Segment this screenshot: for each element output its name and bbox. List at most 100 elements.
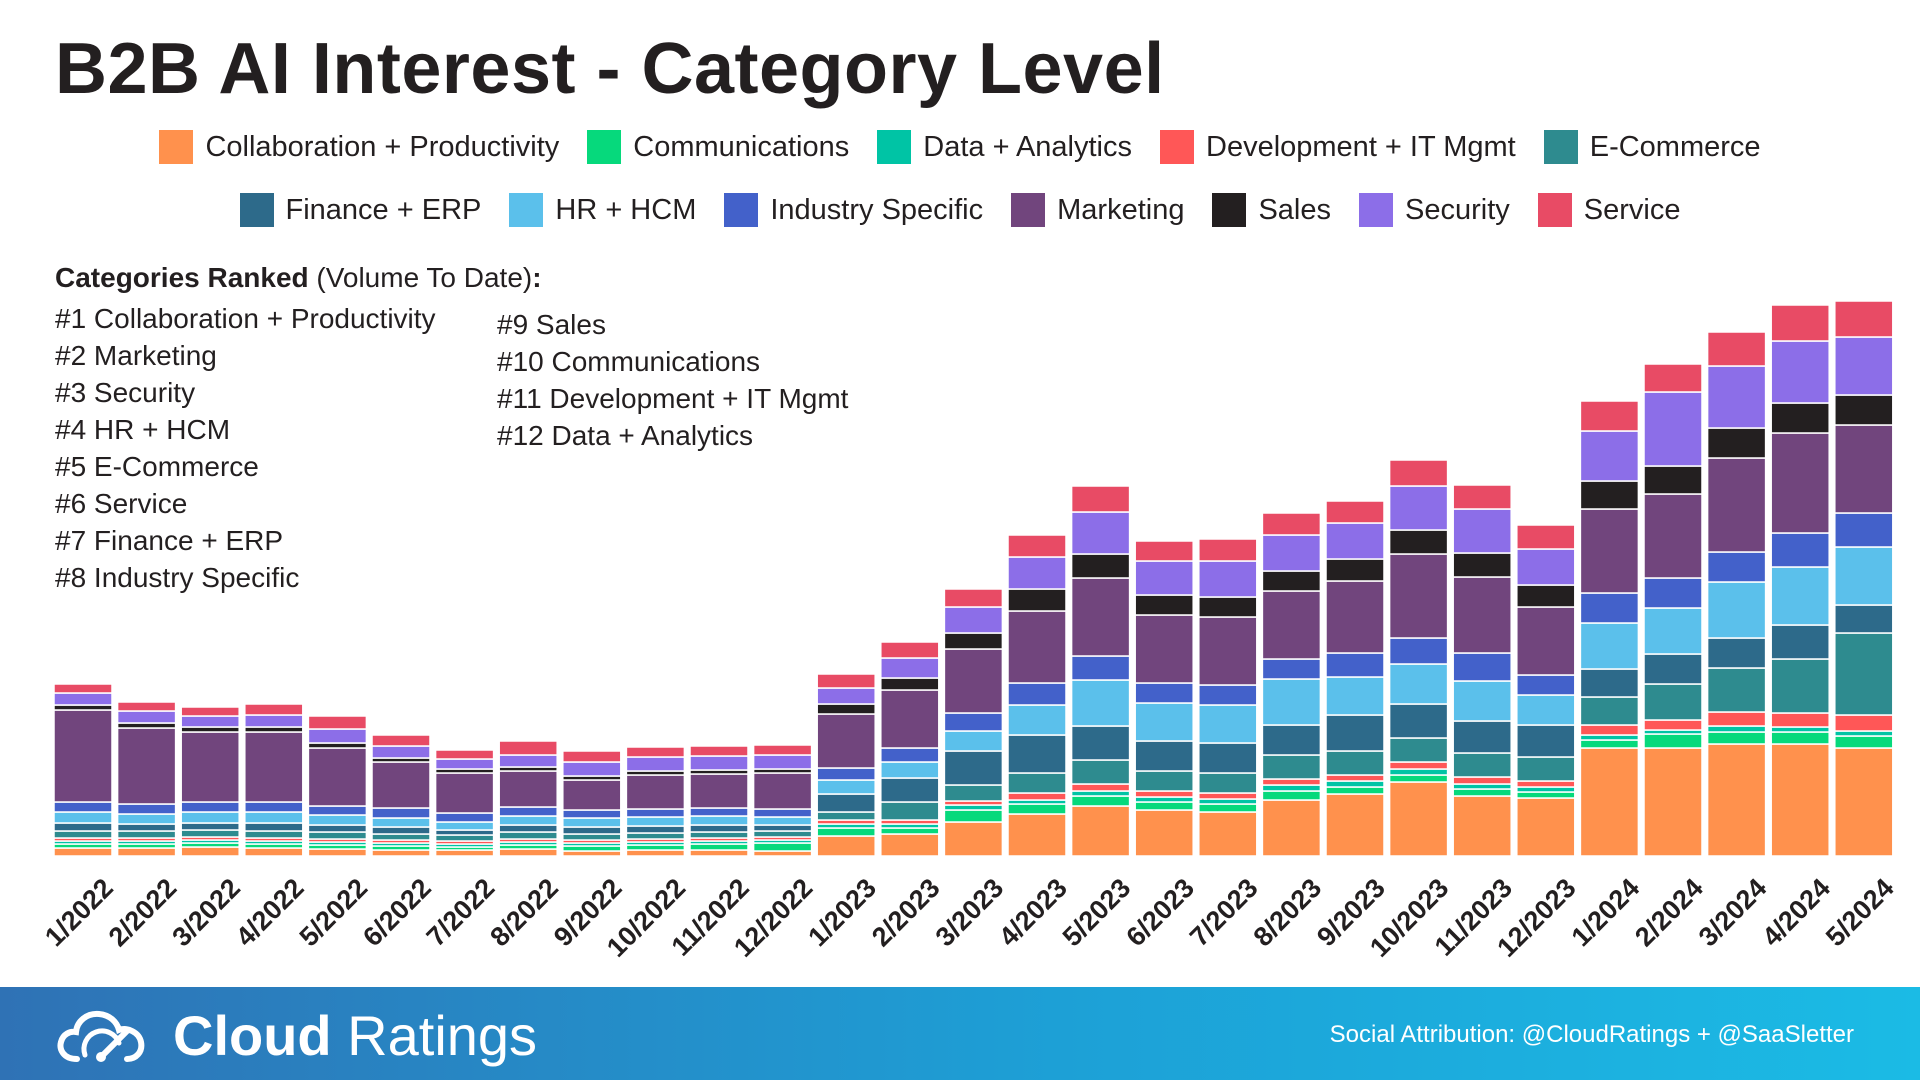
- x-tick-label: 5/2022: [294, 873, 374, 953]
- bar-segment: [434, 812, 495, 823]
- bar-segment: [1198, 538, 1258, 562]
- bar-segment: [1198, 772, 1258, 794]
- bar-segment: [1198, 704, 1258, 744]
- legend-swatch: [1160, 130, 1194, 164]
- legend-label: Sales: [1258, 193, 1331, 226]
- bar-segment: [1325, 786, 1385, 795]
- bar-segment: [244, 847, 304, 857]
- bar-segment: [434, 772, 495, 814]
- bar-segment: [1643, 465, 1703, 495]
- bar-segment: [1770, 340, 1830, 404]
- ranking-column-2: #9 Sales #10 Communications #11 Developm…: [497, 306, 848, 454]
- bar-segment: [1579, 739, 1640, 749]
- bar-segment: [752, 842, 813, 852]
- bar-segment: [1770, 731, 1830, 745]
- bar-segment: [53, 709, 113, 803]
- bar-segment: [1261, 534, 1322, 572]
- bar-segment: [689, 755, 749, 771]
- x-tick-label: 1/2022: [39, 873, 119, 953]
- bar-segment: [1134, 560, 1194, 596]
- bar-segment: [180, 731, 240, 803]
- bar-segment: [1070, 783, 1131, 792]
- bar-segment: [1134, 702, 1194, 742]
- bar-segment: [752, 772, 813, 810]
- legend-swatch: [1011, 193, 1046, 227]
- rank-item: #7 Finance + ERP: [55, 525, 284, 556]
- legend-label: HR + HCM: [555, 193, 697, 226]
- bar-segment: [943, 821, 1004, 857]
- bar-segment: [53, 847, 113, 857]
- bar-segment: [1516, 606, 1576, 676]
- legend-label: Development + IT Mgmt: [1206, 130, 1516, 163]
- legend-swatch: [239, 193, 274, 227]
- bar-segment: [1261, 724, 1322, 756]
- rank-item: #8 Industry Specific: [55, 562, 300, 593]
- bar-segment: [434, 758, 495, 770]
- bar-segment: [562, 809, 622, 819]
- bar-segment: [1706, 365, 1767, 429]
- bar-segment: [498, 740, 558, 756]
- bar-segment: [1579, 724, 1640, 736]
- bar-segment: [498, 831, 558, 840]
- bar-segment: [689, 849, 749, 857]
- bar-segment: [1452, 788, 1512, 797]
- bar-segment: [943, 730, 1004, 752]
- bar-segment: [1388, 737, 1449, 763]
- bar-segment: [625, 756, 686, 772]
- bar-segment: [1706, 637, 1767, 669]
- bar-segment: [1388, 663, 1449, 705]
- bar-segment: [307, 728, 368, 744]
- bar-segment: [116, 813, 177, 825]
- bar-segment: [943, 588, 1004, 608]
- bar-segment: [752, 744, 813, 756]
- rank-item: #10 Communications: [497, 346, 761, 377]
- bar-segment: [434, 749, 495, 760]
- bar-segment: [1070, 553, 1131, 579]
- bar-segment: [816, 811, 876, 821]
- bar-segment: [1388, 485, 1449, 531]
- bar-segment: [1834, 632, 1894, 716]
- bar-segment: [1770, 658, 1830, 714]
- footer-banner: Cloud Ratings Social Attribution: @Cloud…: [0, 987, 1920, 1080]
- bar-segment: [816, 835, 876, 857]
- legend-item: Development + IT Mgmt: [1160, 130, 1516, 164]
- bar-segment: [1388, 637, 1449, 665]
- bar-segment: [1516, 584, 1576, 608]
- x-tick-label: 6/2022: [357, 873, 437, 953]
- x-tick-label: 3/2024: [1693, 873, 1773, 953]
- legend-label: Security: [1405, 193, 1510, 226]
- bar-segment: [1706, 711, 1767, 727]
- ranking-heading: Categories Ranked (Volume To Date):: [55, 262, 542, 294]
- bar-segment: [1134, 770, 1194, 792]
- legend-item: Marketing: [1011, 193, 1184, 227]
- bar-segment: [1516, 548, 1576, 586]
- bar-segment: [1770, 304, 1830, 342]
- legend-label: Collaboration + Productivity: [205, 130, 560, 163]
- rank-item: #11 Development + IT Mgmt: [497, 383, 849, 414]
- bar-segment: [625, 774, 686, 810]
- bar-segment: [1261, 778, 1322, 786]
- legend-label: Communications: [633, 130, 850, 163]
- cloud-ratings-logo: Cloud Ratings: [55, 1003, 537, 1068]
- bar-segment: [244, 731, 304, 803]
- chart-title: B2B AI Interest - Category Level: [55, 29, 1165, 109]
- bar-segment: [116, 847, 177, 857]
- bar-segment: [1070, 485, 1131, 513]
- bar-segment: [180, 811, 240, 824]
- rank-item: #1 Collaboration + Productivity: [55, 303, 436, 334]
- bar-segment: [1198, 811, 1258, 857]
- bar-segment: [625, 746, 686, 758]
- bar-segment: [1834, 747, 1894, 857]
- bar-segment: [1070, 511, 1131, 555]
- bar-segment: [689, 831, 749, 839]
- bar-segment: [1516, 724, 1576, 758]
- bar-segment: [1007, 704, 1067, 736]
- bar-segment: [244, 822, 304, 832]
- bar-segment: [180, 846, 240, 857]
- bar-segment: [1770, 624, 1830, 660]
- stacked-bar-chart: 1/20222/20223/20224/20225/20226/20227/20…: [39, 300, 1900, 963]
- bar-segment: [1643, 363, 1703, 393]
- bar-segment: [1770, 402, 1830, 434]
- x-tick-label: 4/2023: [993, 873, 1073, 953]
- bar-segment: [816, 673, 876, 689]
